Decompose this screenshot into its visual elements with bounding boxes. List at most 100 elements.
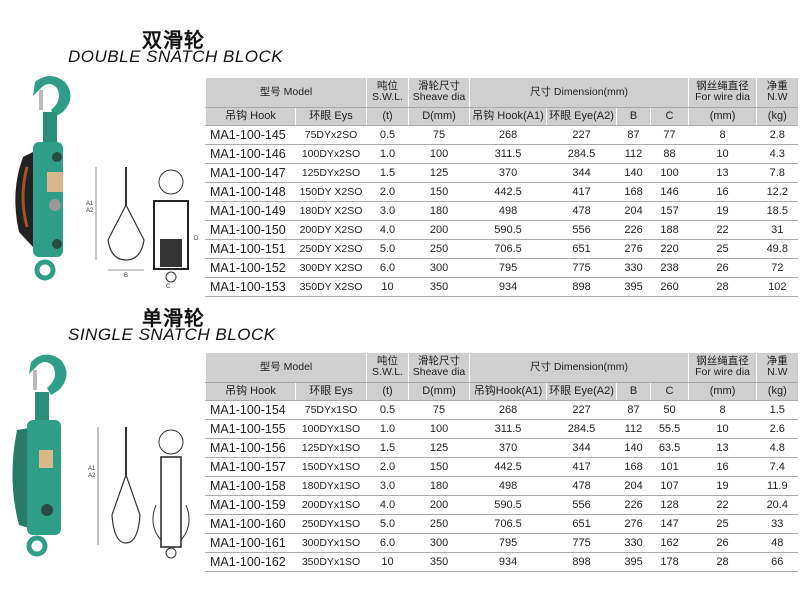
table-cell: 1.5: [366, 438, 409, 458]
single-title-cn: 单滑轮: [142, 306, 205, 330]
table-cell: 180DY X2SO: [294, 201, 367, 221]
table-cell: 498: [469, 201, 547, 221]
table-cell: 442.5: [469, 182, 547, 202]
table-cell: 150: [408, 182, 470, 202]
table-cell: 898: [546, 552, 617, 572]
table-cell: 260: [650, 277, 689, 297]
table-cell: 75: [408, 400, 470, 420]
table-cell: 795: [469, 533, 547, 553]
table-cell: 13: [688, 438, 757, 458]
table-cell: 2.6: [756, 419, 798, 439]
table-cell: 478: [546, 201, 617, 221]
table-cell: 276: [616, 239, 651, 259]
table-cell: MA1-100-161: [205, 533, 296, 553]
col-dimension: 尺寸 Dimension(mm): [469, 78, 689, 108]
table-cell: 5.0: [366, 239, 409, 259]
table-cell: 200: [408, 495, 470, 515]
table-cell: 250: [408, 514, 470, 534]
table-row: MA1-100-161 300DYx1SO 6.0 300 795 775 330 162 26…: [205, 533, 798, 553]
col-eys: 环眼 Eys: [294, 382, 367, 401]
table-cell: 370: [469, 163, 547, 183]
table-cell: MA1-100-154: [205, 400, 296, 420]
table-cell: 4.0: [366, 220, 409, 240]
label-a2: A2: [86, 208, 94, 214]
table-cell: 101: [650, 457, 689, 477]
single-spec-table: 型号 Model 吨位 S.W.L. 滑轮尺寸 Sheave dia 尺寸 Dime…: [204, 353, 798, 572]
table-row: MA1-100-158 180DYx1SO 3.0 180 498 478 204 107 19…: [205, 476, 798, 496]
table-cell: 26: [688, 533, 757, 553]
label-b: B: [124, 273, 128, 279]
table-cell: 344: [546, 163, 617, 183]
table-cell: 10: [366, 552, 409, 572]
table-cell: 417: [546, 182, 617, 202]
single-block-photo: [12, 354, 67, 557]
table-cell: 311.5: [469, 419, 547, 439]
col-model: 型号 Model: [204, 353, 367, 383]
table-cell: 28: [688, 277, 757, 297]
table-cell: 6.0: [366, 533, 409, 553]
table-cell: 63.5: [650, 438, 689, 458]
col-sheave: 滑轮尺寸 Sheave dia: [408, 353, 470, 383]
col-a1: 吊钩Hook(A1): [469, 382, 547, 401]
table-cell: 168: [616, 457, 651, 477]
table-cell: 651: [546, 514, 617, 534]
table-cell: 330: [616, 258, 651, 278]
table-cell: 350DY X2SO: [294, 277, 367, 297]
table-cell: 934: [469, 277, 547, 297]
table-cell: MA1-100-147: [205, 163, 296, 183]
table-cell: 200: [408, 220, 470, 240]
table-cell: 2.0: [366, 457, 409, 477]
table-cell: 26: [688, 258, 757, 278]
table-cell: 220: [650, 239, 689, 259]
table-cell: 10: [366, 277, 409, 297]
col-mm: (mm): [688, 107, 757, 126]
col-c: C: [650, 107, 689, 126]
table-cell: 1.5: [756, 400, 798, 420]
table-cell: 75DYx2SO: [294, 125, 367, 145]
table-cell: 311.5: [469, 144, 547, 164]
table-cell: 478: [546, 476, 617, 496]
table-cell: 100: [408, 144, 470, 164]
table-cell: 112: [616, 419, 651, 439]
table-cell: 227: [546, 400, 617, 420]
col-a2: 环眼 Eye(A2): [546, 382, 617, 401]
table-cell: 150: [408, 457, 470, 477]
table-row: MA1-100-152 300DY X2SO 6.0 300 795 775 330 238 2…: [205, 258, 798, 278]
table-cell: 498: [469, 476, 547, 496]
table-cell: 125DYx1SO: [294, 438, 367, 458]
table-cell: 268: [469, 400, 547, 420]
table-cell: 200DYx1SO: [294, 495, 367, 515]
table-cell: 8: [688, 400, 757, 420]
table-row: MA1-100-148 150DY X2SO 2.0 150 442.5 417 168 14…: [205, 182, 798, 202]
table-cell: 417: [546, 457, 617, 477]
table-row: MA1-100-156 125DYx1SO 1.5 125 370 344 140 63.5 1…: [205, 438, 798, 458]
table-cell: 651: [546, 239, 617, 259]
table-cell: 33: [756, 514, 798, 534]
single-title-en: SINGLE SNATCH BLOCK: [68, 325, 276, 344]
col-c: C: [650, 382, 689, 401]
table-cell: 77: [650, 125, 689, 145]
col-mm: (mm): [688, 382, 757, 401]
table-cell: 88: [650, 144, 689, 164]
table-cell: MA1-100-146: [205, 144, 296, 164]
table-cell: 87: [616, 400, 651, 420]
table-cell: 204: [616, 476, 651, 496]
table-cell: 140: [616, 163, 651, 183]
table-cell: 898: [546, 277, 617, 297]
table-cell: 556: [546, 495, 617, 515]
col-swl: 吨位 S.W.L.: [366, 353, 409, 383]
table-cell: 180DYx1SO: [294, 476, 367, 496]
table-cell: MA1-100-155: [205, 419, 296, 439]
table-cell: 284.5: [546, 419, 617, 439]
col-a2: 环眼 Eye(A2): [546, 107, 617, 126]
col-dimension: 尺寸 Dimension(mm): [469, 353, 689, 383]
table-cell: 25: [688, 239, 757, 259]
table-cell: MA1-100-153: [205, 277, 296, 297]
label-a2-single: A2: [88, 473, 96, 479]
table-cell: 344: [546, 438, 617, 458]
table-cell: 10: [688, 419, 757, 439]
table-cell: 0.5: [366, 400, 409, 420]
table-cell: 3.0: [366, 476, 409, 496]
double-block-photo: [15, 76, 71, 281]
col-swl: 吨位 S.W.L.: [366, 78, 409, 108]
